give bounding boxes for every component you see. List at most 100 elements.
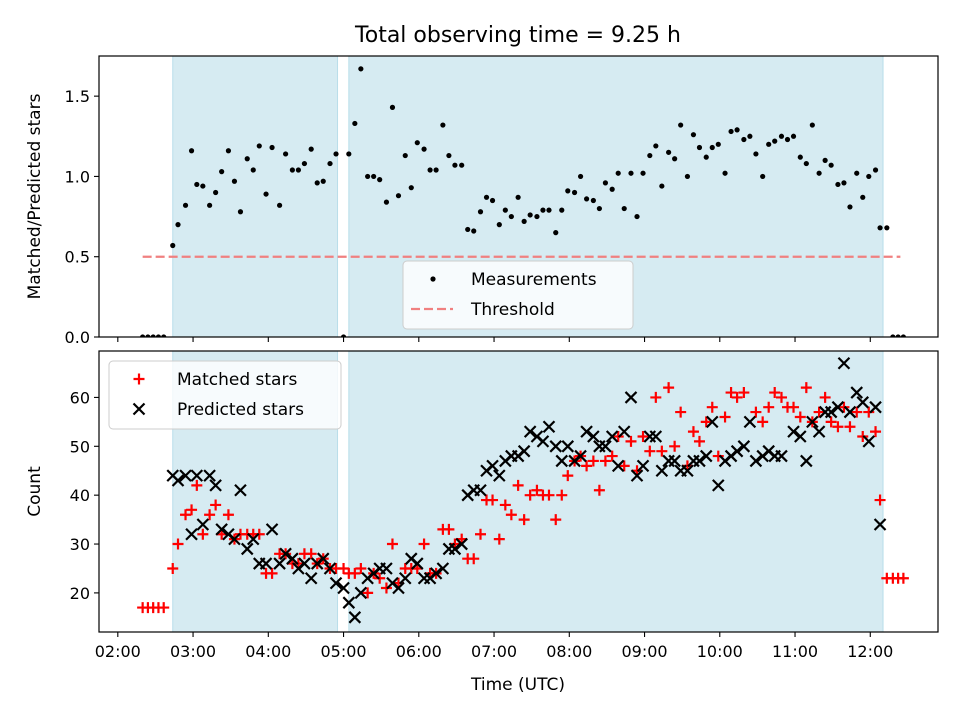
measurement-point <box>244 156 250 162</box>
predicted-star-point <box>455 537 468 551</box>
measurement-point <box>440 122 446 128</box>
x-tick-label: 10:00 <box>697 642 743 661</box>
measurement-point <box>703 154 709 160</box>
predicted-star-point <box>873 518 887 531</box>
y-tick-label: 50 <box>70 437 90 456</box>
matched-star-point <box>305 548 317 560</box>
matched-star-point <box>204 509 216 521</box>
measurement-point <box>408 185 414 191</box>
predicted-star-point <box>523 425 537 438</box>
predicted-star-point <box>392 581 405 595</box>
matched-star-point <box>763 401 775 413</box>
measurement-point <box>766 141 772 147</box>
matched-star-point <box>870 426 882 438</box>
y-tick-label: 20 <box>70 584 90 603</box>
matched-star-point <box>687 426 699 438</box>
measurement-point <box>150 334 156 337</box>
predicted-star-point <box>411 557 424 570</box>
predicted-star-point <box>240 542 254 556</box>
matched-star-point <box>625 435 637 447</box>
predicted-star-point <box>837 356 851 370</box>
matched-star-point <box>819 391 831 403</box>
predicted-star-point <box>536 435 550 448</box>
matched-star-point <box>418 538 430 550</box>
measurement-point <box>237 209 244 215</box>
measurement-point <box>333 151 339 157</box>
legend-marker-matched <box>133 373 145 385</box>
measurement-point <box>809 122 815 128</box>
figure-title: Total observing time = 9.25 h <box>354 23 681 48</box>
matched-star-point <box>832 421 844 433</box>
measurement-point <box>427 167 433 173</box>
y-tick-label: 1.5 <box>65 87 90 106</box>
x-tick-label: 11:00 <box>772 642 818 661</box>
measurement-point <box>602 180 609 186</box>
measurement-point <box>822 157 828 163</box>
x-tick-label: 07:00 <box>471 642 517 661</box>
measurement-point <box>515 194 521 200</box>
x-tick-label: 05:00 <box>320 642 366 661</box>
matched-star-point <box>675 406 687 418</box>
measurement-point <box>231 178 238 184</box>
predicted-star-point <box>179 469 192 482</box>
measurement-point <box>471 228 477 234</box>
measurement-point <box>753 151 759 157</box>
measurement-point <box>213 189 219 196</box>
measurement-point <box>790 133 797 139</box>
predicted-star-point <box>273 557 286 570</box>
matched-star-point <box>769 387 781 399</box>
predicted-star-point <box>693 454 706 468</box>
measurement-point <box>747 133 753 139</box>
axes-frame <box>98 55 939 338</box>
measurement-point <box>320 178 326 184</box>
predicted-star-point <box>574 449 587 463</box>
matched-star-point <box>556 489 568 501</box>
predicted-star-point <box>493 469 506 482</box>
predicted-star-point <box>605 430 619 443</box>
y-tick-label: 1.0 <box>65 167 90 186</box>
matched-star-point <box>851 406 863 418</box>
x-tick-label: 08:00 <box>546 642 592 661</box>
legend-marker-measurements <box>430 276 436 282</box>
measurement-point <box>596 205 602 212</box>
measurement-point <box>219 169 225 175</box>
measurement-point <box>666 149 672 155</box>
measurement-point <box>553 230 559 236</box>
measurement-point <box>647 152 653 159</box>
matched-star-point <box>593 484 605 496</box>
predicted-star-point <box>862 435 876 448</box>
measurement-point <box>446 152 452 159</box>
top-panel: 0.0 0.5 1.0 1.5 Matched/Predicted stars Measu… <box>25 55 939 347</box>
legend: Measurements Threshold <box>402 260 634 330</box>
measurement-point <box>583 196 590 202</box>
matched-star-point <box>706 401 718 413</box>
measurement-point <box>866 173 872 180</box>
matched-star-point <box>543 489 555 501</box>
predicted-star-point <box>323 562 337 575</box>
measurement-point <box>358 66 364 72</box>
matched-star-point <box>386 538 398 550</box>
measurement-point <box>188 148 195 154</box>
x-tick-label: 02:00 <box>95 642 141 661</box>
measurement-point <box>383 199 390 205</box>
matched-star-point <box>210 499 222 511</box>
measurement-point <box>276 202 283 208</box>
predicted-star-point <box>342 596 356 609</box>
matched-star-point <box>618 460 630 472</box>
measurement-point <box>590 197 596 204</box>
matched-star-point <box>222 509 234 521</box>
matched-star-point <box>693 435 705 447</box>
measurement-point <box>784 136 791 143</box>
measurement-point <box>715 141 721 147</box>
matched-star-point <box>731 391 743 403</box>
matched-star-point <box>800 382 812 394</box>
measurement-point <box>900 334 906 337</box>
measurement-point <box>577 173 584 180</box>
measurement-point <box>678 122 684 128</box>
measurement-point <box>816 170 822 176</box>
x-axis-label: Time (UTC) <box>470 675 565 695</box>
measurement-point <box>546 207 552 213</box>
predicted-star-point <box>831 400 845 414</box>
predicted-star-point <box>611 459 625 473</box>
matched-star-point <box>180 509 192 521</box>
